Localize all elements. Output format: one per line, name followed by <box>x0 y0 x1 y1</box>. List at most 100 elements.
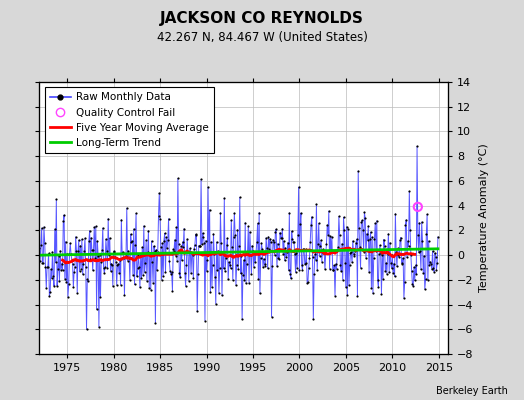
Point <box>338 240 346 247</box>
Point <box>322 250 330 256</box>
Point <box>374 283 383 290</box>
Point <box>380 242 389 249</box>
Point <box>192 232 201 238</box>
Point <box>316 243 324 249</box>
Point <box>224 276 232 282</box>
Point <box>137 252 145 258</box>
Point <box>345 262 354 268</box>
Point <box>433 260 441 266</box>
Point <box>265 245 274 252</box>
Point <box>199 230 207 236</box>
Point <box>189 275 198 282</box>
Point <box>325 266 334 272</box>
Point <box>324 232 332 238</box>
Point <box>69 260 77 267</box>
Point <box>166 268 174 274</box>
Y-axis label: Temperature Anomaly (°C): Temperature Anomaly (°C) <box>479 144 489 292</box>
Point <box>340 227 348 233</box>
Point <box>280 238 288 244</box>
Point <box>410 264 418 270</box>
Point <box>337 268 345 274</box>
Point <box>75 268 84 274</box>
Point <box>150 243 158 249</box>
Point <box>428 248 436 254</box>
Point <box>168 269 176 276</box>
Point <box>283 239 292 246</box>
Point <box>101 264 110 270</box>
Point <box>58 267 67 273</box>
Point <box>152 246 160 253</box>
Point <box>307 222 315 228</box>
Point <box>171 236 179 243</box>
Point <box>422 230 431 237</box>
Point <box>263 244 271 251</box>
Point <box>384 251 392 257</box>
Point <box>406 227 414 234</box>
Point <box>389 270 397 276</box>
Point <box>116 282 125 288</box>
Point <box>89 267 97 273</box>
Point <box>191 242 199 248</box>
Point <box>295 267 303 274</box>
Point <box>277 235 285 241</box>
Point <box>46 289 54 296</box>
Point <box>83 276 92 282</box>
Point <box>285 210 293 216</box>
Point <box>375 251 384 257</box>
Point <box>162 234 170 240</box>
Point <box>106 268 115 274</box>
Point <box>52 196 60 203</box>
Point <box>79 271 87 277</box>
Point <box>239 272 247 278</box>
Point <box>302 246 311 253</box>
Point <box>223 242 231 248</box>
Point <box>381 268 389 274</box>
Point <box>231 232 239 238</box>
Point <box>105 235 114 241</box>
Point <box>159 272 167 279</box>
Point <box>58 260 66 267</box>
Point <box>373 218 381 224</box>
Point <box>386 240 394 246</box>
Point <box>379 275 387 282</box>
Point <box>51 226 59 232</box>
Point <box>163 237 172 243</box>
Point <box>345 282 353 288</box>
Point <box>206 289 214 296</box>
Point <box>378 251 386 258</box>
Point <box>426 258 434 265</box>
Point <box>421 286 429 292</box>
Point <box>287 275 295 282</box>
Point <box>365 269 373 275</box>
Point <box>423 211 431 218</box>
Point <box>145 285 154 292</box>
Point <box>311 256 320 263</box>
Point <box>431 254 440 260</box>
Point <box>199 234 208 240</box>
Point <box>81 235 89 242</box>
Point <box>254 220 262 227</box>
Point <box>400 295 408 301</box>
Point <box>390 273 399 280</box>
Point <box>160 230 169 236</box>
Point <box>313 267 321 274</box>
Point <box>293 264 301 271</box>
Point <box>332 265 341 272</box>
Point <box>360 209 368 216</box>
Point <box>122 252 130 259</box>
Point <box>413 143 421 150</box>
Point <box>250 250 259 257</box>
Point <box>237 253 246 260</box>
Point <box>74 237 83 243</box>
Point <box>240 276 248 283</box>
Point <box>144 228 152 234</box>
Point <box>186 245 194 252</box>
Point <box>252 249 260 256</box>
Point <box>379 236 388 243</box>
Point <box>104 216 112 222</box>
Point <box>362 255 370 261</box>
Point <box>51 259 60 266</box>
Point <box>369 255 378 262</box>
Point <box>236 194 244 200</box>
Point <box>285 267 293 274</box>
